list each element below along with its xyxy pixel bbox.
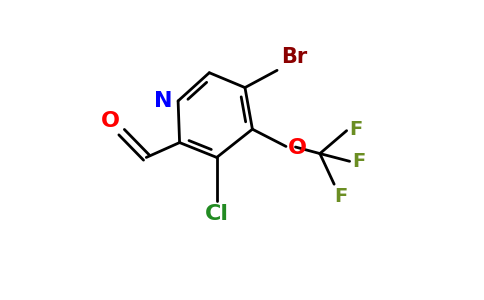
Text: O: O bbox=[287, 138, 306, 158]
Text: F: F bbox=[352, 152, 366, 171]
Text: F: F bbox=[335, 187, 348, 206]
Text: O: O bbox=[101, 111, 120, 131]
Text: Cl: Cl bbox=[205, 203, 229, 224]
Text: F: F bbox=[349, 120, 363, 139]
Text: Br: Br bbox=[281, 47, 307, 68]
Text: N: N bbox=[154, 91, 173, 111]
